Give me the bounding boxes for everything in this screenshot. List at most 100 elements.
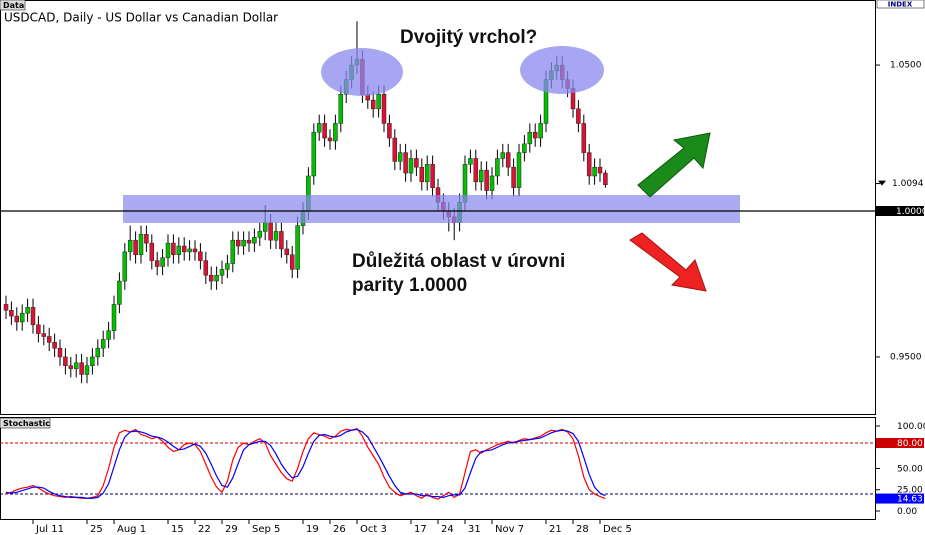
candle-body [273, 231, 279, 241]
x-tick-label: Nov 7 [495, 524, 524, 535]
candle-body [192, 248, 198, 253]
y-tick-label: 25.00 [897, 486, 923, 496]
candle-body [397, 152, 403, 162]
candle-body [214, 274, 219, 282]
up-arrow [637, 132, 711, 198]
candle-body [262, 222, 268, 232]
y-tick-box [876, 438, 924, 449]
candle-body [111, 304, 117, 331]
candle-body [219, 269, 225, 276]
badge-text: Data [3, 1, 24, 10]
candle-body [500, 152, 506, 159]
candle-body [603, 172, 608, 185]
candle-body [284, 248, 290, 256]
candle-body [41, 333, 47, 337]
candle-body [9, 310, 14, 317]
candle-body [424, 164, 430, 183]
candle-body [597, 166, 603, 174]
candle-body [327, 137, 333, 142]
candle-body [333, 123, 338, 142]
x-tick-label: 25 [90, 524, 103, 535]
last-price-arrow [878, 180, 886, 186]
stochastic-line [5, 428, 606, 499]
candle-body [144, 234, 149, 244]
candle-body [19, 312, 25, 323]
candle-body [95, 347, 101, 358]
index-label: INDEX [888, 1, 913, 9]
candle-body [246, 239, 252, 244]
candle-body [414, 158, 419, 168]
candle-body [381, 93, 387, 124]
level-box [876, 206, 924, 217]
candle-body [484, 169, 489, 191]
candle-body [198, 251, 203, 261]
x-tick-label: 31 [468, 524, 481, 535]
candle-body [14, 315, 20, 323]
x-tick-label: 19 [306, 524, 319, 535]
candle-body [52, 342, 57, 349]
candle-body [36, 324, 41, 334]
candle-body [57, 347, 63, 358]
candle-body [257, 231, 263, 238]
support-zone [123, 195, 740, 223]
candle-body [316, 123, 322, 133]
candle-body [516, 152, 522, 188]
top-highlight [520, 46, 604, 94]
candle-body [117, 280, 122, 305]
candle-body [171, 242, 176, 256]
chart-title: USDCAD, Daily - US Dollar vs Canadian Do… [4, 11, 278, 25]
candle-body [3, 304, 9, 311]
candle-body [527, 131, 533, 145]
candle-body [252, 237, 257, 244]
candle-body [73, 362, 79, 369]
candle-body [165, 242, 171, 258]
candle-body [419, 166, 425, 183]
annotation: Důležitá oblast v úrovni [352, 251, 565, 272]
y-tick-label: 0.00 [897, 507, 917, 517]
candle-body [322, 123, 327, 139]
candle-body [538, 123, 543, 139]
main-panel [0, 0, 876, 415]
panel-title: Stochastic [3, 419, 50, 428]
candle-body [295, 225, 300, 270]
candle-body [532, 131, 538, 139]
candle-body [79, 362, 84, 375]
candle-body [138, 234, 144, 256]
candle-body [489, 175, 495, 191]
candle-body [376, 93, 381, 110]
candle-body [473, 158, 479, 183]
candle-body [203, 260, 209, 276]
annotation: parity 1.0000 [352, 275, 467, 296]
candle-body [430, 164, 435, 188]
x-tick-label: 15 [171, 524, 184, 535]
candle-body [311, 131, 317, 177]
x-tick-label: 24 [441, 524, 454, 535]
candle-body [338, 93, 344, 124]
candle-body [160, 257, 165, 267]
y-tick-label: 0.9500 [890, 352, 922, 362]
candle-body [100, 339, 106, 349]
candle-body [279, 231, 284, 250]
x-tick-label: 22 [198, 524, 211, 535]
candle-body [403, 152, 408, 174]
last-value-label: 14.63 [897, 495, 923, 505]
candle-body [68, 365, 74, 369]
top-highlight [321, 48, 403, 96]
candle-body [187, 248, 192, 253]
candle-body [90, 356, 95, 366]
candle-body [30, 307, 36, 326]
candle-body [478, 169, 484, 183]
candle-body [370, 99, 376, 110]
x-tick-label: Sep 5 [252, 524, 280, 535]
candle-body [154, 260, 160, 267]
x-tick-label: Aug 1 [117, 524, 146, 535]
candle-body [176, 245, 182, 256]
x-tick-label: 21 [549, 524, 562, 535]
last-price-label: 1.0094 [892, 179, 924, 189]
candle-body [586, 152, 592, 177]
candle-body [63, 356, 68, 366]
candle-body [208, 274, 214, 282]
x-tick-label: Oct 3 [360, 524, 387, 535]
candle-body [149, 242, 155, 261]
